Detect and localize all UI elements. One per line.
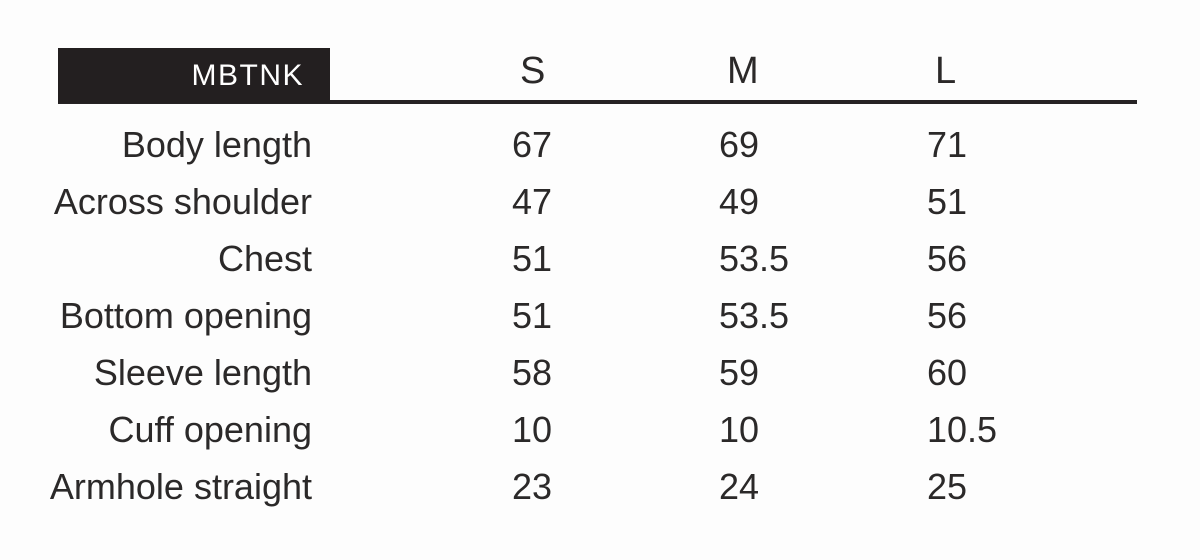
measurement-label: Armhole straight — [49, 465, 312, 507]
measurement-label: Body length — [121, 123, 312, 165]
measurement-label: Sleeve length — [93, 351, 312, 393]
measurement-value-m: 69 — [719, 123, 760, 165]
measurement-value-s: 51 — [512, 237, 553, 279]
size-chart-header: MBTNK S M L — [0, 48, 1200, 103]
measurement-value-m: 59 — [719, 351, 760, 393]
size-column-header-l: L — [935, 50, 957, 92]
measurement-value-m: 53.5 — [719, 237, 790, 279]
table-row: Bottom opening 51 53.5 56 — [0, 287, 1200, 344]
measurement-value-s: 51 — [512, 294, 553, 336]
product-code-badge: MBTNK — [58, 48, 330, 103]
size-column-header-m: M — [727, 50, 759, 92]
measurement-value-l: 56 — [927, 294, 968, 336]
table-row: Armhole straight 23 24 25 — [0, 458, 1200, 515]
size-column-header-s: S — [520, 50, 546, 92]
measurement-value-l: 56 — [927, 237, 968, 279]
measurement-value-l: 10.5 — [927, 408, 998, 450]
table-row: Cuff opening 10 10 10.5 — [0, 401, 1200, 458]
header-label-cell: MBTNK — [0, 48, 510, 103]
measurement-label: Across shoulder — [53, 180, 312, 222]
table-row: Across shoulder 47 49 51 — [0, 173, 1200, 230]
measurement-value-l: 71 — [927, 123, 968, 165]
measurement-value-m: 24 — [719, 465, 760, 507]
measurement-value-m: 49 — [719, 180, 760, 222]
measurement-value-l: 60 — [927, 351, 968, 393]
measurement-value-l: 51 — [927, 180, 968, 222]
measurement-value-l: 25 — [927, 465, 968, 507]
product-code-text: MBTNK — [191, 58, 304, 92]
table-row: Chest 51 53.5 56 — [0, 230, 1200, 287]
measurement-label: Cuff opening — [108, 408, 312, 450]
header-divider-line — [58, 100, 1137, 104]
measurement-value-m: 53.5 — [719, 294, 790, 336]
measurement-value-s: 58 — [512, 351, 553, 393]
measurement-value-s: 67 — [512, 123, 553, 165]
measurement-value-s: 10 — [512, 408, 553, 450]
measurement-value-m: 10 — [719, 408, 760, 450]
measurement-value-s: 47 — [512, 180, 553, 222]
measurement-label: Chest — [217, 237, 312, 279]
measurement-label: Bottom opening — [59, 294, 312, 336]
measurement-value-s: 23 — [512, 465, 553, 507]
measurement-rows: Body length 67 69 71 Across shoulder 47 … — [0, 116, 1200, 515]
table-row: Sleeve length 58 59 60 — [0, 344, 1200, 401]
table-row: Body length 67 69 71 — [0, 116, 1200, 173]
